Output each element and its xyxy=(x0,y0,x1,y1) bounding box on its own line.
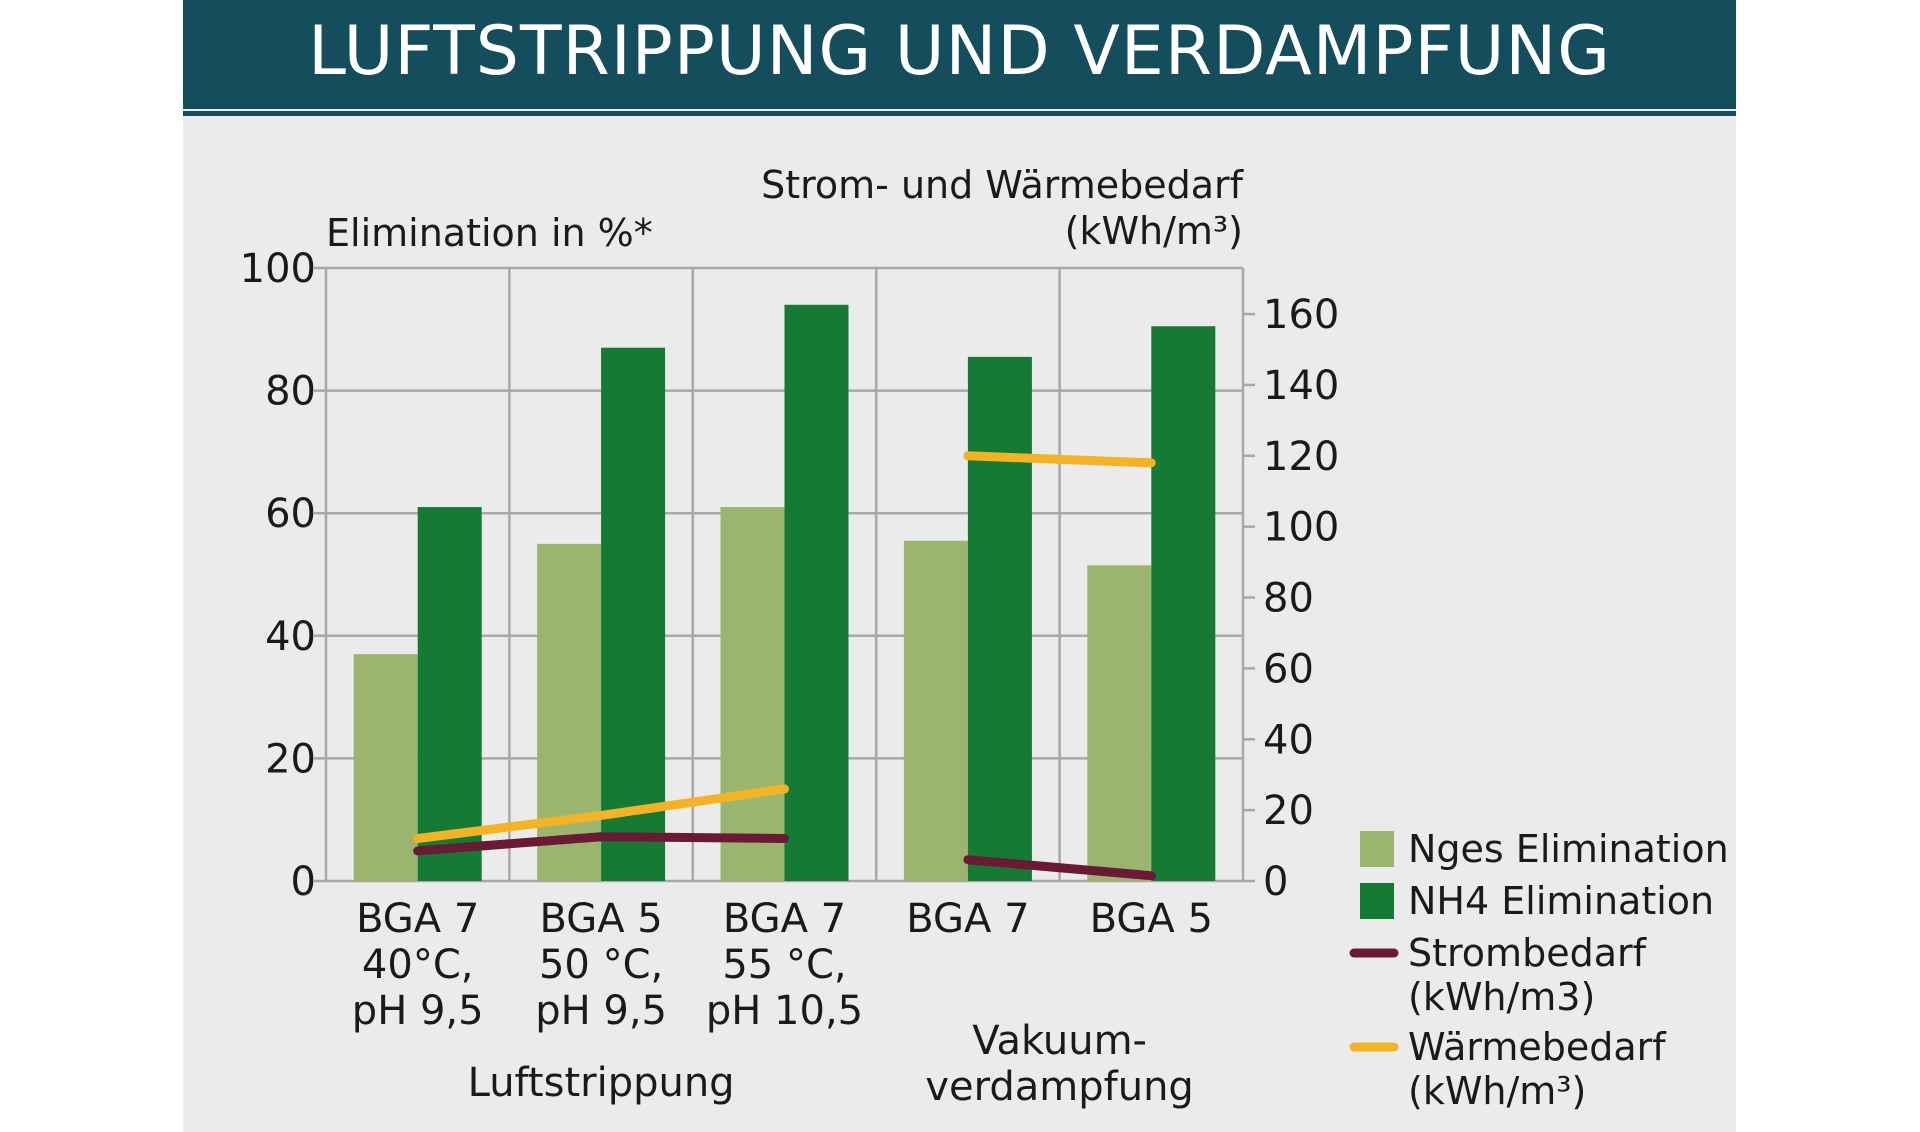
y2-tick-label: 40 xyxy=(1263,717,1314,763)
y-tick-label: 80 xyxy=(265,369,316,415)
y2-tick-label: 60 xyxy=(1263,646,1314,692)
category-label: 40°C, xyxy=(362,942,474,988)
y-tick-label: 40 xyxy=(265,614,316,660)
category-label: pH 9,5 xyxy=(352,988,484,1034)
y2-tick-label: 0 xyxy=(1263,859,1288,905)
legend-label-nh4: NH4 Elimination xyxy=(1408,879,1714,923)
legend-label-strombedarf: (kWh/m3) xyxy=(1408,975,1595,1019)
bar-nh4-3 xyxy=(967,356,1032,881)
legend-label-waermebedarf: (kWh/m³) xyxy=(1408,1069,1586,1113)
tick-labels: 0 20 40 60 80 100 0 20 40 60 80 100 120 140 160 xyxy=(240,246,1340,905)
line-strombedarf xyxy=(413,832,789,856)
group-label: Luftstrippung xyxy=(468,1060,735,1106)
lines xyxy=(413,451,1156,881)
category-label: BGA 7 xyxy=(356,896,479,942)
category-label: pH 9,5 xyxy=(535,988,667,1034)
legend-label-waermebedarf: Wärmebedarf xyxy=(1408,1025,1667,1069)
y2-axis-label-line1: Strom- und Wärmebedarf xyxy=(761,163,1245,207)
legend-label-nges: Nges Elimination xyxy=(1408,827,1729,871)
bar-nh4-4 xyxy=(1151,326,1216,881)
y-axis-label: Elimination in %* xyxy=(326,211,653,255)
bar-nges-2 xyxy=(720,507,785,881)
legend-swatch-nh4 xyxy=(1360,883,1394,919)
line-strombedarf xyxy=(963,855,1156,881)
y2-tick-label: 100 xyxy=(1263,505,1339,551)
header-bar: LUFTSTRIPPUNG UND VERDAMPFUNG xyxy=(183,0,1736,109)
bar-nges-1 xyxy=(537,543,602,881)
bar-nges-0 xyxy=(353,654,418,881)
category-label: BGA 5 xyxy=(1090,896,1213,942)
category-label: BGA 7 xyxy=(906,896,1029,942)
y-tick-label: 100 xyxy=(240,246,316,292)
y-tick-label: 60 xyxy=(265,491,316,537)
bar-nges-3 xyxy=(903,540,968,881)
y-tick-label: 0 xyxy=(291,859,316,905)
bar-nges-4 xyxy=(1087,565,1152,881)
group-label: verdampfung xyxy=(925,1064,1193,1110)
header-divider xyxy=(183,111,1736,116)
y2-tick-label: 20 xyxy=(1263,788,1314,834)
y2-tick-label: 160 xyxy=(1263,292,1339,338)
y-tick-label: 20 xyxy=(265,736,316,782)
chart-title: LUFTSTRIPPUNG UND VERDAMPFUNG xyxy=(308,12,1611,91)
bar-nh4-2 xyxy=(784,304,849,881)
legend-swatch-nges xyxy=(1360,831,1394,867)
bar-nh4-0 xyxy=(417,507,482,881)
category-label: BGA 5 xyxy=(539,896,662,942)
category-label: 50 °C, xyxy=(539,942,663,988)
legend-label-strombedarf: Strombedarf xyxy=(1408,931,1648,975)
bars xyxy=(353,304,1216,881)
y2-tick-label: 80 xyxy=(1263,576,1314,622)
category-label: BGA 7 xyxy=(723,896,846,942)
y2-tick-label: 140 xyxy=(1263,363,1339,409)
y2-tick-label: 120 xyxy=(1263,434,1339,480)
group-label: Vakuum- xyxy=(972,1018,1147,1064)
category-label: 55 °C, xyxy=(722,942,846,988)
y2-axis-label-line2: (kWh/m³) xyxy=(1065,209,1243,253)
line-waermebedarf xyxy=(963,451,1156,468)
line-waermebedarf xyxy=(413,784,789,843)
legend: Nges Elimination NH4 Elimination Strombeda… xyxy=(1349,827,1729,1113)
bar-nh4-1 xyxy=(601,347,666,881)
category-label: pH 10,5 xyxy=(706,988,863,1034)
